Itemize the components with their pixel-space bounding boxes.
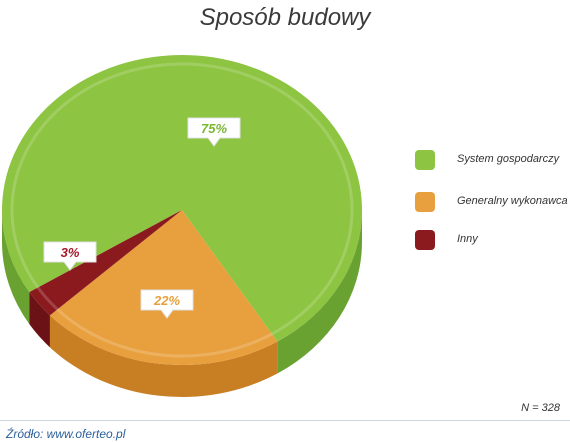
pie-top — [2, 54, 363, 365]
pie-slice-generalny-wykonawca — [49, 210, 278, 365]
data-label-text-generalny-wykonawca: 22% — [153, 293, 180, 308]
legend-label-inny: Inny — [457, 233, 478, 245]
legend-label-generalny-wykonawca: Generalny wykonawca — [457, 195, 568, 207]
data-label-text-inny: 3% — [61, 245, 80, 260]
sample-size-note: N = 328 — [521, 402, 560, 414]
legend-swatch-inny — [415, 230, 435, 250]
pie-side-inny — [29, 292, 50, 348]
pie-slice-system-gospodarczy — [2, 54, 363, 342]
footer-divider — [0, 420, 570, 421]
data-label-system-gospodarczy: 75% — [187, 117, 241, 147]
source-link[interactable]: Źródło: www.oferteo.pl — [6, 427, 126, 441]
pie-chart: 75% 22% 3% — [2, 54, 363, 398]
pie-slice-inny — [29, 210, 182, 316]
chart-title: Sposób budowy — [199, 4, 371, 31]
pie-rim-highlight — [10, 62, 354, 358]
pie-side-system-gospodarczy — [277, 210, 362, 374]
data-label-generalny-wykonawca: 22% — [140, 289, 194, 319]
pie-side-system-gospodarczy — [2, 210, 30, 325]
legend-label-system-gospodarczy: System gospodarczy — [457, 153, 560, 165]
legend-swatch-generalny-wykonawca — [415, 192, 435, 212]
pie-sides — [2, 210, 362, 398]
data-label-inny: 3% — [43, 241, 97, 271]
pie-side-generalny-wykonawca — [49, 315, 278, 398]
legend-swatch-system-gospodarczy — [415, 150, 435, 170]
data-label-text-system-gospodarczy: 75% — [201, 121, 227, 136]
pie-labels: 75% 22% 3% — [43, 117, 241, 319]
